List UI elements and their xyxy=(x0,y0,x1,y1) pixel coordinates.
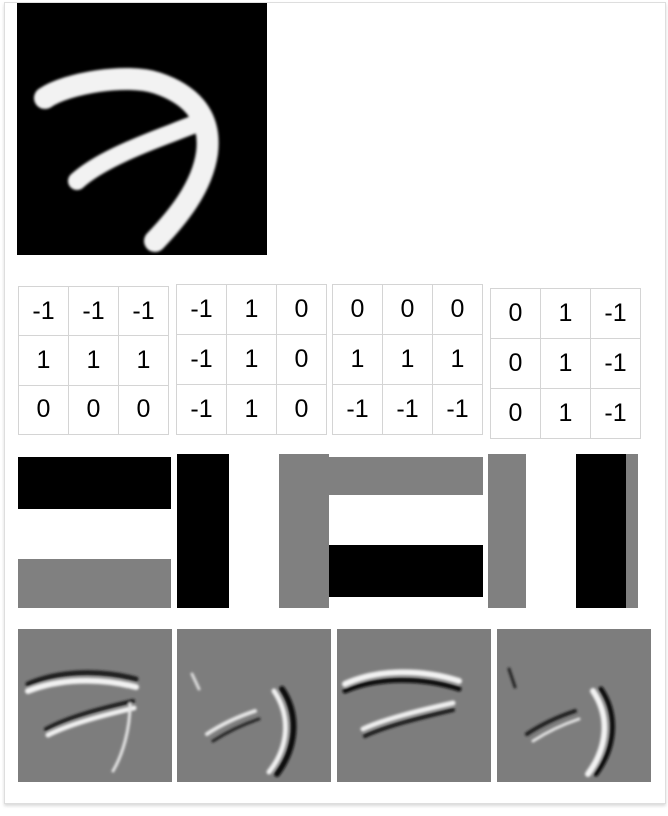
kernel-cell: 0 xyxy=(69,385,119,435)
kernel-cell: 1 xyxy=(433,335,483,385)
kernel-cell: -1 xyxy=(119,287,169,337)
kernel-cell: -1 xyxy=(177,335,227,385)
kernel-cell: 0 xyxy=(333,285,383,335)
kernel-vertical-left: -1 1 0 -1 1 0 -1 1 0 xyxy=(176,284,327,435)
pattern-black-band xyxy=(329,545,483,597)
feature-map-drawing xyxy=(190,672,297,777)
kernel-cell: 0 xyxy=(491,289,541,339)
kernel-cell: -1 xyxy=(333,385,383,435)
pattern-black-band xyxy=(576,454,626,608)
kernel-cell: 0 xyxy=(433,285,483,335)
feature-map-vertical-left xyxy=(177,629,331,782)
feature-map-horizontal-bottom xyxy=(337,629,491,782)
kernel-cell: 1 xyxy=(383,335,433,385)
feature-map-horizontal-top xyxy=(18,629,172,782)
pattern-gray-band xyxy=(329,457,483,495)
kernel-cell: -1 xyxy=(383,385,433,435)
input-digit-image xyxy=(17,3,267,255)
pattern-white-band xyxy=(229,454,279,608)
feature-map-drawing xyxy=(25,670,139,773)
kernel-cell: 0 xyxy=(491,389,541,439)
kernel-cell: -1 xyxy=(19,287,69,337)
kernel-pattern-horizontal-top xyxy=(18,457,171,608)
kernel-pattern-vertical-right xyxy=(488,454,638,608)
kernel-cell: -1 xyxy=(177,385,227,435)
kernel-cell: -1 xyxy=(433,385,483,435)
pattern-gray-band xyxy=(488,454,526,608)
kernel-cell: 0 xyxy=(383,285,433,335)
kernel-cell: 1 xyxy=(227,385,277,435)
pattern-white-band xyxy=(526,454,576,608)
kernel-pattern-vertical-left xyxy=(177,454,329,608)
pattern-white-band xyxy=(329,495,483,545)
digit-seven-drawing xyxy=(34,67,219,252)
kernel-cell: 1 xyxy=(227,335,277,385)
kernel-cell: 1 xyxy=(69,336,119,386)
kernel-cell: -1 xyxy=(591,339,641,389)
feature-map-drawing xyxy=(507,667,615,777)
kernel-cell: 0 xyxy=(491,339,541,389)
kernel-horizontal-top: -1 -1 -1 1 1 1 0 0 0 xyxy=(18,286,169,435)
pattern-gray-band xyxy=(18,559,171,608)
kernel-cell: 1 xyxy=(541,339,591,389)
kernel-cell: 0 xyxy=(277,335,327,385)
kernel-vertical-right: 0 1 -1 0 1 -1 0 1 -1 xyxy=(490,288,641,439)
pattern-gray-band xyxy=(279,454,329,608)
kernel-cell: 0 xyxy=(19,385,69,435)
kernel-cell: 1 xyxy=(541,289,591,339)
kernel-cell: 0 xyxy=(119,385,169,435)
kernel-cell: -1 xyxy=(591,389,641,439)
kernel-cell: 1 xyxy=(119,336,169,386)
kernel-horizontal-bottom: 0 0 0 1 1 1 -1 -1 -1 xyxy=(332,284,483,435)
pattern-black-band xyxy=(177,454,229,608)
pattern-white-band xyxy=(18,509,171,559)
kernel-cell: -1 xyxy=(177,285,227,335)
pattern-gray-band xyxy=(626,454,638,608)
feature-map-drawing xyxy=(342,669,462,738)
pattern-black-band xyxy=(18,457,171,509)
kernel-cell: 1 xyxy=(541,389,591,439)
kernel-cell: -1 xyxy=(591,289,641,339)
kernel-cell: 0 xyxy=(277,285,327,335)
kernel-cell: 0 xyxy=(277,385,327,435)
kernel-cell: -1 xyxy=(69,287,119,337)
kernel-cell: 1 xyxy=(333,335,383,385)
kernel-cell: 1 xyxy=(19,336,69,386)
feature-map-vertical-right xyxy=(497,629,651,782)
kernel-pattern-horizontal-bottom xyxy=(329,457,483,597)
kernel-cell: 1 xyxy=(227,285,277,335)
